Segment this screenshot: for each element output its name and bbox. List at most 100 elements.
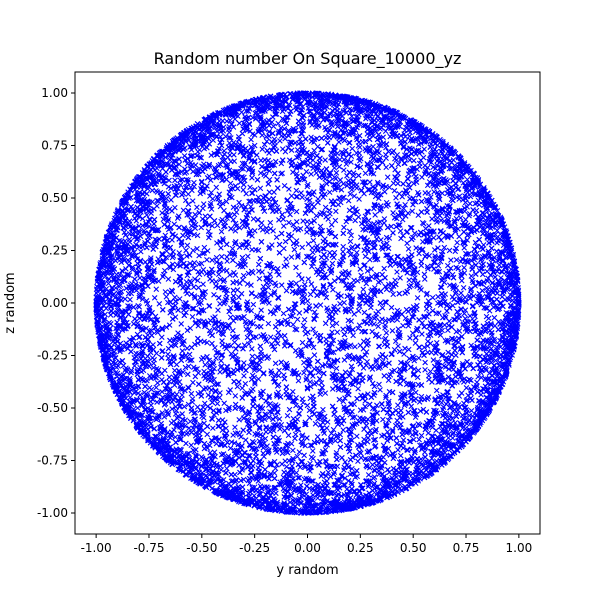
scatter-point	[460, 284, 467, 291]
scatter-point	[218, 357, 224, 364]
scatter-point	[422, 359, 428, 366]
scatter-point	[293, 208, 300, 215]
scatter-point	[232, 272, 239, 278]
scatter-point	[214, 400, 221, 407]
scatter-point	[326, 189, 333, 196]
scatter-point	[209, 340, 215, 347]
scatter-point	[320, 406, 326, 413]
scatter-point	[280, 216, 287, 222]
scatter-point	[416, 232, 422, 238]
scatter-point	[388, 304, 395, 311]
scatter-point	[258, 323, 264, 330]
scatter-point	[431, 247, 438, 253]
scatter-point	[419, 331, 425, 337]
scatter-point	[218, 467, 224, 473]
scatter-point	[300, 399, 306, 406]
scatter-point	[165, 276, 172, 282]
scatter-point	[306, 414, 313, 421]
scatter-point	[344, 172, 350, 179]
scatter-point	[183, 352, 189, 359]
scatter-point	[161, 267, 168, 274]
scatter-point	[280, 223, 287, 229]
scatter-point	[300, 218, 306, 224]
scatter-point	[458, 306, 464, 312]
scatter-point	[301, 316, 308, 323]
scatter-point	[259, 146, 266, 153]
scatter-point	[397, 275, 403, 281]
scatter-point	[414, 295, 421, 301]
scatter-point	[194, 204, 200, 211]
scatter-point	[406, 277, 412, 283]
scatter-point	[127, 296, 133, 303]
scatter-point	[294, 316, 301, 323]
scatter-point	[242, 380, 249, 387]
scatter-point	[408, 224, 415, 231]
scatter-point	[327, 473, 334, 480]
scatter-point	[400, 322, 406, 329]
scatter-point	[168, 420, 175, 426]
scatter-point	[336, 163, 343, 170]
scatter-point	[288, 193, 295, 199]
scatter-point	[179, 392, 185, 398]
scatter-point	[211, 292, 217, 298]
scatter-point	[352, 343, 358, 350]
scatter-point	[195, 284, 202, 291]
scatter-point	[259, 269, 265, 275]
scatter-point	[204, 257, 210, 263]
scatter-point	[418, 287, 424, 293]
scatter-point	[395, 343, 401, 349]
scatter-point	[245, 253, 251, 260]
scatter-point	[310, 237, 317, 244]
scatter-point	[176, 296, 183, 302]
scatter-point	[319, 227, 326, 234]
scatter-point	[397, 228, 404, 234]
scatter-point	[166, 322, 173, 328]
scatter-point	[218, 253, 225, 260]
scatter-point	[462, 315, 469, 322]
scatter-point	[290, 388, 296, 395]
scatter-point	[341, 156, 347, 163]
scatter-point	[220, 326, 227, 332]
scatter-point	[253, 293, 259, 300]
scatter-point	[383, 164, 389, 171]
scatter-point	[194, 232, 201, 239]
scatter-point	[364, 268, 371, 274]
scatter-point	[367, 256, 373, 263]
scatter-point	[234, 383, 241, 390]
scatter-point	[397, 452, 404, 459]
scatter-point	[426, 253, 433, 259]
scatter-point	[365, 217, 372, 224]
scatter-point	[360, 286, 367, 293]
scatter-point	[248, 136, 254, 143]
scatter-point	[365, 472, 372, 478]
scatter-point	[454, 239, 460, 246]
scatter-point	[398, 235, 404, 242]
scatter-point	[411, 230, 418, 237]
scatter-point	[212, 344, 218, 351]
chart-title: Random number On Square_10000_yz	[154, 49, 462, 69]
scatter-point	[218, 228, 225, 235]
scatter-point	[328, 437, 334, 443]
scatter-point	[338, 187, 345, 193]
scatter-point	[307, 291, 314, 298]
scatter-point	[189, 198, 196, 204]
scatter-point	[266, 189, 273, 195]
scatter-point	[295, 377, 302, 384]
scatter-point	[156, 301, 163, 307]
scatter-point	[266, 394, 272, 401]
scatter-point	[207, 232, 213, 238]
scatter-point	[159, 210, 165, 216]
scatter-point	[179, 348, 186, 354]
scatter-point	[370, 230, 376, 237]
scatter-point	[257, 185, 264, 192]
scatter-point	[471, 309, 478, 316]
scatter-point	[362, 253, 369, 260]
scatter-point	[301, 369, 307, 376]
scatter-point	[296, 271, 302, 278]
scatter-point	[122, 238, 128, 244]
scatter-point	[189, 314, 196, 320]
scatter-point	[209, 257, 215, 263]
scatter-point	[367, 179, 373, 185]
scatter-point	[288, 254, 295, 260]
scatter-point	[337, 177, 344, 183]
